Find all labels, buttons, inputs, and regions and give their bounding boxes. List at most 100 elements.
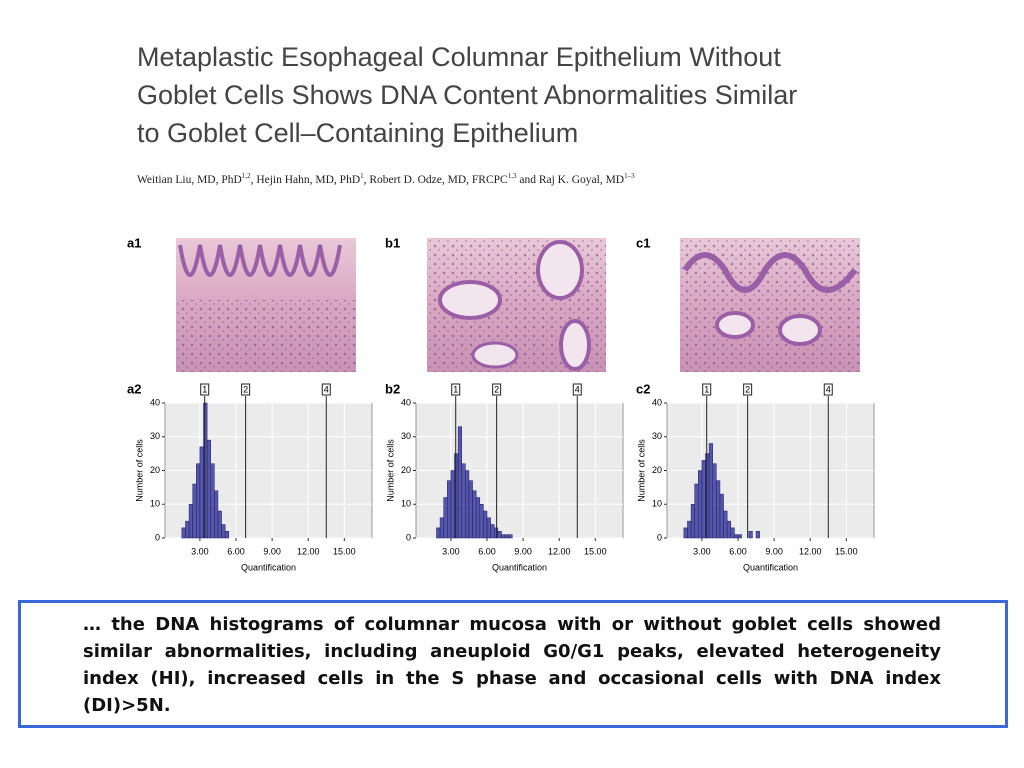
y-tick-label: 30 xyxy=(401,431,411,441)
bar xyxy=(690,504,695,539)
author: , Robert D. Odze, MD, FRCPC xyxy=(363,173,508,186)
bar xyxy=(439,517,444,539)
author: and Raj K. Goyal, MD xyxy=(516,173,625,186)
x-tick-label: 3.00 xyxy=(191,546,209,556)
bar xyxy=(726,520,732,539)
bar xyxy=(504,534,509,539)
bar xyxy=(443,497,448,539)
panel-label: c2 xyxy=(636,381,650,396)
x-tick-label: 6.00 xyxy=(478,546,496,556)
marker-label: 1 xyxy=(453,384,458,394)
x-tick-label: 12.00 xyxy=(548,546,571,556)
marker-box xyxy=(451,383,461,396)
bar xyxy=(461,463,466,539)
bar xyxy=(185,520,190,539)
y-tick-label: 20 xyxy=(652,465,662,475)
x-tick-label: 9.00 xyxy=(765,546,783,556)
x-tick-label: 9.00 xyxy=(514,546,532,556)
x-tick-label: 9.00 xyxy=(263,546,281,556)
bar xyxy=(221,524,226,539)
bar xyxy=(224,531,230,539)
y-tick-label: 40 xyxy=(150,397,160,407)
bar xyxy=(468,480,473,539)
marker-label: 4 xyxy=(575,384,580,394)
bar xyxy=(483,510,488,539)
bar xyxy=(181,527,186,539)
authors: Weitian Liu, MD, PhD1,2, Hejin Hahn, MD,… xyxy=(137,172,635,186)
panel-label: a1 xyxy=(127,235,141,250)
bar xyxy=(694,483,699,539)
x-tick-label: 6.00 xyxy=(227,546,245,556)
title-line: Goblet Cells Shows DNA Content Abnormali… xyxy=(137,80,798,110)
bar xyxy=(457,426,462,539)
x-tick-label: 12.00 xyxy=(297,546,320,556)
bar xyxy=(497,531,502,539)
y-tick-label: 10 xyxy=(652,499,662,509)
bar xyxy=(436,527,441,539)
bar xyxy=(712,463,717,539)
author: , Hejin Hahn, MD, PhD xyxy=(250,173,361,186)
affiliation: 1 xyxy=(360,172,364,180)
x-tick-label: 12.00 xyxy=(799,546,822,556)
bar xyxy=(196,463,201,539)
y-tick-label: 40 xyxy=(401,397,411,407)
bar xyxy=(687,520,692,539)
bar xyxy=(472,490,477,539)
panel-label: c1 xyxy=(636,235,650,250)
x-tick-label: 3.00 xyxy=(442,546,460,556)
bar xyxy=(493,527,499,539)
bar xyxy=(683,527,688,539)
bar xyxy=(716,480,721,539)
bar xyxy=(734,534,739,539)
caption-box: … the DNA histograms of columnar mucosa … xyxy=(18,600,1008,728)
bar xyxy=(199,446,204,539)
y-axis-label: Number of cells xyxy=(636,439,646,502)
marker-box xyxy=(200,383,210,396)
title-line: Metaplastic Esophageal Columnar Epitheli… xyxy=(137,42,781,72)
affiliation: 1,2 xyxy=(241,172,251,180)
bar xyxy=(708,443,713,539)
bar xyxy=(501,534,506,539)
x-axis-label: Quantification xyxy=(241,562,296,572)
bar xyxy=(214,490,219,539)
caption: … the DNA histograms of columnar mucosa … xyxy=(83,614,941,716)
marker-box xyxy=(572,383,582,396)
bar xyxy=(217,510,222,539)
marker-label: 2 xyxy=(494,384,499,394)
y-tick-label: 30 xyxy=(652,431,662,441)
bar xyxy=(192,483,197,539)
bar xyxy=(447,480,452,539)
x-tick-label: 3.00 xyxy=(693,546,711,556)
bar xyxy=(508,534,513,539)
bar xyxy=(479,504,484,539)
affiliation: 1,3 xyxy=(507,172,517,180)
author: Weitian Liu, MD, PhD xyxy=(137,173,242,186)
marker-label: 1 xyxy=(704,384,709,394)
x-axis-label: Quantification xyxy=(492,562,547,572)
image-a1 xyxy=(176,238,356,372)
x-tick-label: 15.00 xyxy=(333,546,356,556)
bar xyxy=(755,531,760,539)
y-axis-label: Number of cells xyxy=(385,439,395,502)
affiliation: 1–3 xyxy=(624,172,635,180)
bar xyxy=(730,527,735,539)
bar xyxy=(454,453,459,539)
image-b1 xyxy=(427,238,606,372)
bar xyxy=(723,510,728,539)
bar xyxy=(465,470,470,539)
panel-label: a2 xyxy=(127,381,141,396)
marker-box xyxy=(702,383,712,396)
bar xyxy=(486,517,491,539)
panel-label: b1 xyxy=(385,235,400,250)
marker-label: 2 xyxy=(745,384,750,394)
y-tick-label: 0 xyxy=(406,532,411,542)
x-tick-label: 15.00 xyxy=(584,546,607,556)
marker-box xyxy=(743,383,753,396)
title-line: to Goblet Cell–Containing Epithelium xyxy=(137,118,579,148)
y-tick-label: 0 xyxy=(657,532,662,542)
x-axis-label: Quantification xyxy=(743,562,798,572)
y-axis-label: Number of cells xyxy=(134,439,144,502)
y-tick-label: 0 xyxy=(155,532,160,542)
